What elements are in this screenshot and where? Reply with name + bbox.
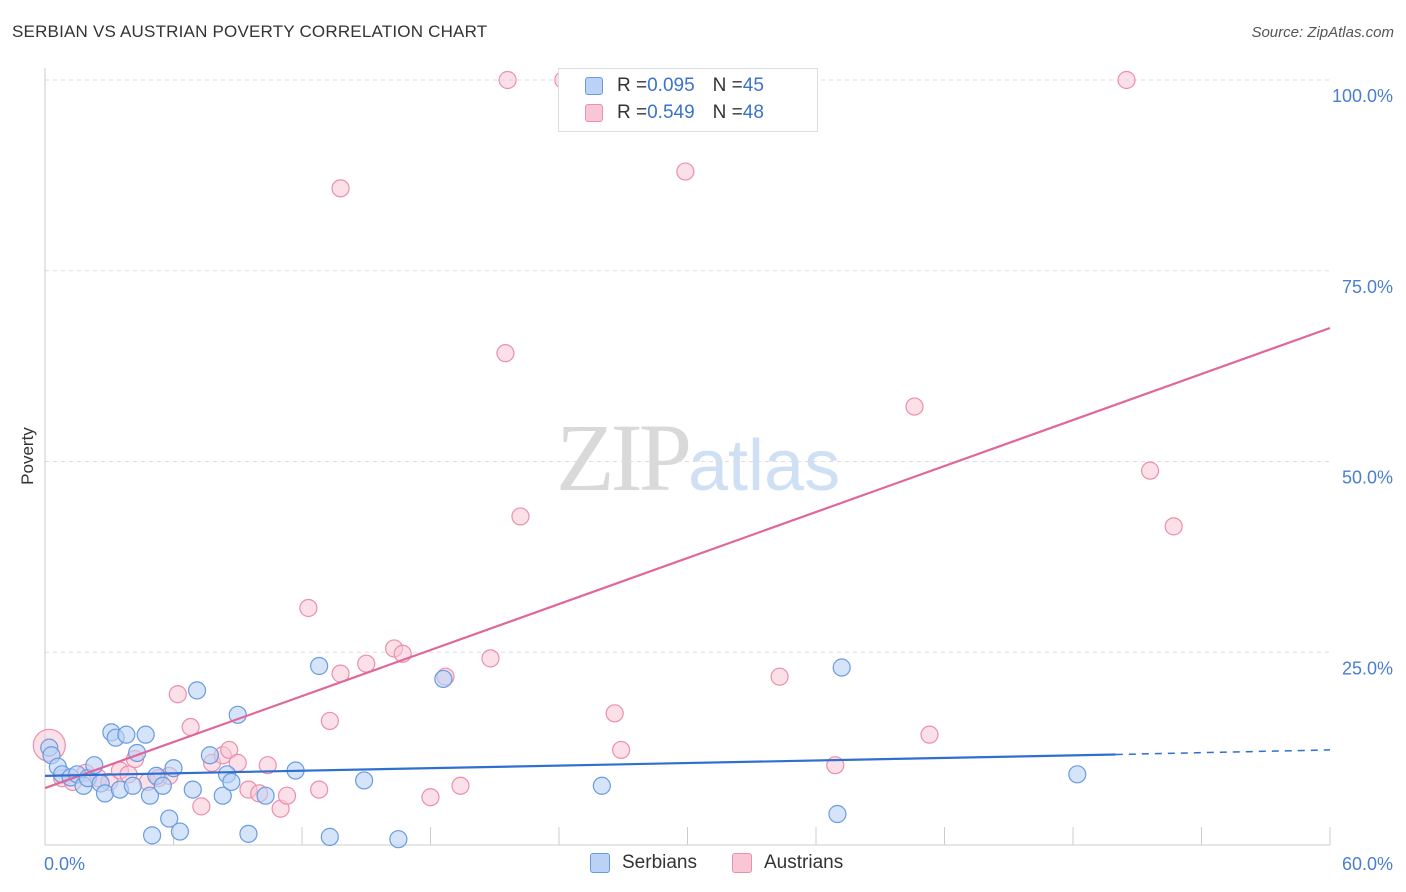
series-label-austrians: Austrians bbox=[764, 852, 844, 873]
trend-lines bbox=[44, 326, 1331, 790]
chart-title: SERBIAN VS AUSTRIAN POVERTY CORRELATION … bbox=[12, 22, 488, 41]
y-tick-label-3: 100.0% bbox=[1332, 86, 1393, 106]
austrians-point bbox=[357, 654, 376, 673]
austrians-point bbox=[331, 179, 350, 198]
austrians-points bbox=[32, 70, 1183, 818]
serbians-trend-extension bbox=[1115, 749, 1331, 756]
serbians-point bbox=[832, 658, 851, 677]
serbians-point bbox=[592, 776, 611, 795]
legend-n-value-austrians: 48 bbox=[742, 102, 764, 123]
austrians-point bbox=[770, 667, 789, 686]
austrians-point bbox=[496, 344, 515, 363]
watermark-atlas: atlas bbox=[688, 426, 841, 506]
legend-swatch-serbians bbox=[585, 77, 603, 95]
serbians-point bbox=[256, 786, 275, 805]
legend-n-value-serbians: 45 bbox=[742, 75, 764, 96]
serbians-point bbox=[239, 824, 258, 843]
chart-source: Source: ZipAtlas.com bbox=[1251, 24, 1394, 41]
serbians-point bbox=[170, 822, 190, 841]
y-axis-title: Poverty bbox=[18, 427, 37, 485]
legend-n-label-austrians: N = bbox=[712, 102, 743, 123]
watermark-zip: ZIP bbox=[556, 404, 692, 511]
series-legend: Serbians Austrians bbox=[0, 852, 1406, 878]
austrians-point bbox=[168, 685, 187, 704]
austrians-point bbox=[511, 507, 530, 526]
legend-r-label-austrians: R = bbox=[617, 102, 648, 123]
legend-r-label-serbians: R = bbox=[617, 75, 648, 96]
serbians-point bbox=[183, 780, 202, 799]
series-label-serbians: Serbians bbox=[622, 852, 697, 873]
serbians-point bbox=[123, 776, 142, 795]
austrians-point bbox=[676, 162, 695, 181]
serbians-point bbox=[228, 705, 247, 724]
austrians-point bbox=[920, 725, 939, 744]
series-legend-austrians[interactable]: Austrians bbox=[732, 852, 843, 874]
austrians-point bbox=[1164, 517, 1183, 536]
correlation-legend: R = 0.095 N = 45 R = 0.549 N = 48 bbox=[558, 68, 818, 132]
serbians-point bbox=[140, 786, 160, 805]
austrians-point bbox=[1117, 70, 1136, 90]
series-legend-serbians[interactable]: Serbians bbox=[590, 852, 697, 874]
serbians-point bbox=[389, 830, 408, 849]
austrians-point bbox=[421, 788, 440, 807]
serbians-points bbox=[40, 656, 1087, 849]
austrians-point bbox=[905, 397, 924, 416]
serbians-point bbox=[1068, 765, 1087, 784]
serbians-point bbox=[434, 669, 453, 689]
serbians-point bbox=[95, 784, 115, 803]
serbians-trend-line bbox=[44, 753, 1116, 777]
austrians-point bbox=[299, 598, 318, 618]
legend-row-austrians: R = 0.549 N = 48 bbox=[585, 100, 764, 126]
austrians-point bbox=[220, 740, 239, 760]
austrians-point bbox=[258, 756, 277, 775]
austrians-point bbox=[481, 649, 500, 668]
austrians-point bbox=[277, 786, 297, 805]
serbians-point bbox=[213, 786, 232, 805]
serbians-point bbox=[222, 772, 241, 792]
serbians-point bbox=[355, 771, 374, 790]
legend-r-value-austrians: 0.549 bbox=[647, 102, 695, 123]
austrians-point bbox=[612, 740, 631, 760]
legend-r-value-serbians: 0.095 bbox=[647, 75, 695, 96]
axis-labels: 25.0% 50.0% 75.0% 100.0% 0.0% 60.0% Poverty bbox=[18, 86, 1393, 874]
y-tick-label-0: 25.0% bbox=[1342, 658, 1393, 678]
series-swatch-serbians bbox=[590, 853, 610, 873]
austrians-point bbox=[1140, 461, 1160, 480]
serbians-point bbox=[117, 725, 136, 744]
austrians-point bbox=[310, 780, 329, 799]
austrians-trend-line bbox=[44, 326, 1331, 790]
serbians-point bbox=[153, 776, 172, 795]
austrians-point bbox=[320, 711, 339, 731]
axes bbox=[44, 68, 1331, 846]
austrians-point bbox=[498, 70, 517, 90]
legend-swatch-austrians bbox=[585, 104, 603, 122]
austrians-point bbox=[605, 704, 624, 723]
serbians-point bbox=[142, 826, 162, 845]
legend-n-label-serbians: N = bbox=[712, 75, 743, 96]
watermark: ZIPatlas bbox=[556, 402, 840, 513]
serbians-point bbox=[310, 656, 329, 676]
serbians-point bbox=[200, 746, 220, 765]
serbians-point bbox=[136, 725, 155, 744]
serbians-point bbox=[320, 827, 339, 846]
y-tick-label-2: 75.0% bbox=[1342, 277, 1393, 297]
legend-row-serbians: R = 0.095 N = 45 bbox=[585, 73, 764, 99]
x-tick-label-0: 0.0% bbox=[44, 854, 85, 874]
serbians-point bbox=[160, 809, 179, 828]
austrians-point bbox=[192, 797, 211, 816]
serbians-point bbox=[187, 681, 207, 700]
austrians-point bbox=[451, 776, 470, 795]
y-tick-label-1: 50.0% bbox=[1342, 468, 1393, 488]
serbians-point bbox=[828, 804, 847, 824]
x-tick-label-1: 60.0% bbox=[1342, 854, 1393, 874]
series-swatch-austrians bbox=[732, 853, 752, 873]
